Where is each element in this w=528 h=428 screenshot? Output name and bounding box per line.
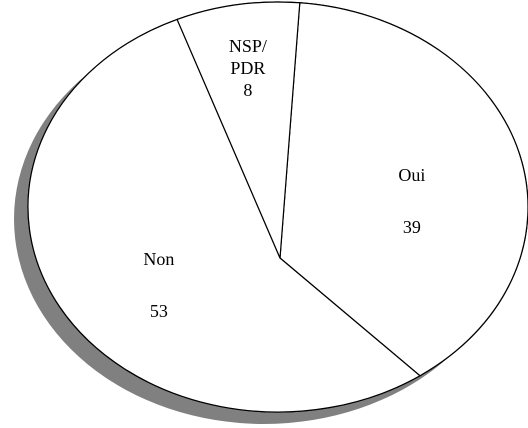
- pie-slice: [27, 18, 422, 413]
- slice-label: Oui 39: [387, 164, 437, 238]
- pie-slice: [176, 1, 301, 259]
- value-label: 8: [243, 80, 253, 101]
- slice-label: Non 53: [134, 248, 184, 322]
- category-label: NSP/ PDR: [228, 36, 267, 79]
- category-label: Oui: [398, 165, 426, 186]
- value-label: 53: [149, 300, 168, 321]
- category-label: Non: [143, 248, 175, 269]
- slice-label: NSP/ PDR 8: [223, 35, 273, 101]
- value-label: 39: [402, 217, 421, 238]
- pie-slice: [279, 2, 528, 377]
